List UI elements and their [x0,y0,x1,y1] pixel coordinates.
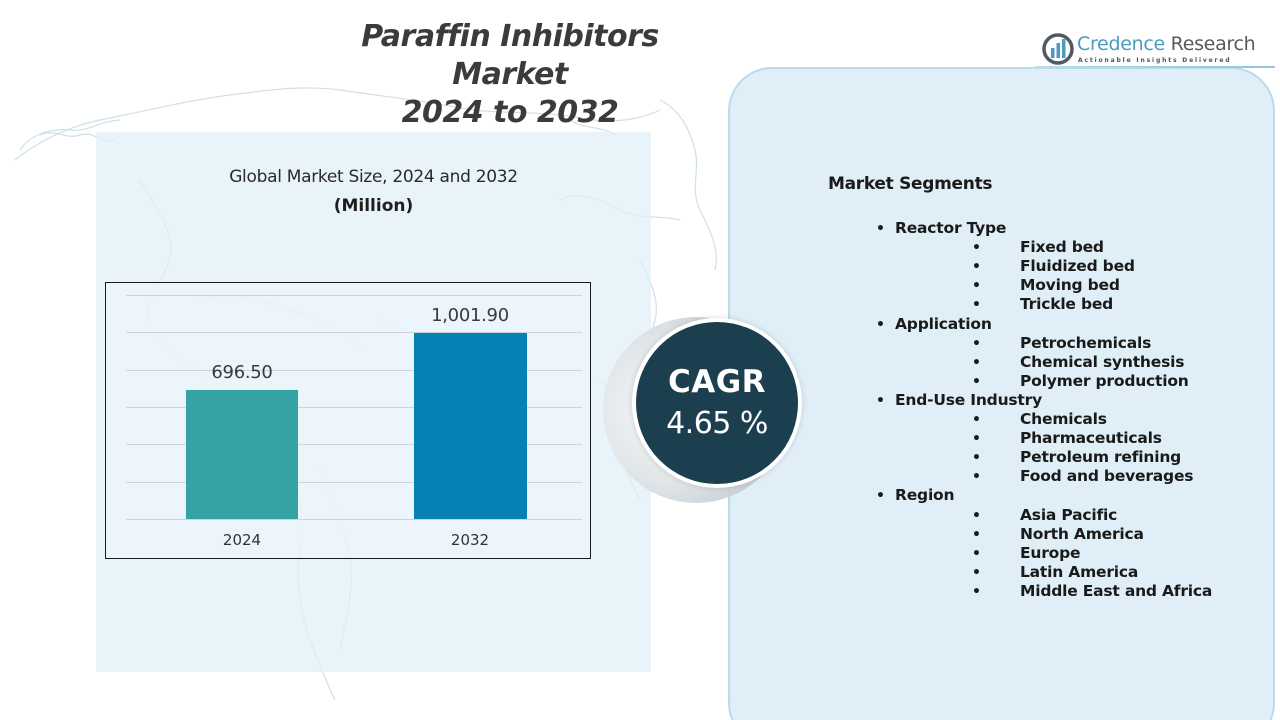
segment-item-label: Pharmaceuticals [1020,429,1162,448]
chart-unit: (Million) [333,196,414,216]
bullet-icon: • [876,316,885,333]
bullet-icon: • [972,507,981,524]
segment-item: • Food and beverages [972,467,1193,485]
segment-item: • Polymer production [972,372,1189,390]
logo-name-part2: Research [1170,33,1256,55]
gridline-baseline [126,519,582,520]
gridline [126,407,582,408]
segment-category: • Application [876,315,992,333]
x-axis-label-2024: 2024 [222,531,262,549]
segment-item: • Petrochemicals [972,334,1151,352]
gridline [126,444,582,445]
bullet-icon: • [972,354,981,371]
bullet-icon: • [972,545,981,562]
bullet-icon: • [972,240,981,257]
title-line-2: 2024 to 2032 [401,95,619,130]
segment-item-label: Moving bed [1020,276,1120,295]
segment-item-label: Latin America [1020,562,1139,581]
logo-name-part1: Credence [1077,33,1165,55]
segment-item-label: Europe [1020,543,1081,562]
bar-2024 [186,390,298,519]
cagr-value: 4.65 % [666,406,768,441]
segment-item-label: Asia Pacific [1020,505,1118,524]
x-axis-label-2032: 2032 [450,531,490,549]
bullet-icon: • [972,583,981,600]
segment-item: • Latin America [972,563,1138,581]
segment-item: • Chemicals [972,410,1107,428]
bullet-icon: • [972,297,981,314]
segment-item-label: Petrochemicals [1020,333,1152,352]
bullet-icon: • [972,278,981,295]
segment-category: • Reactor Type [876,219,1006,237]
segment-item: • Petroleum refining [972,448,1181,466]
segment-item-label: Middle East and Africa [1020,581,1213,600]
bar-chart: 696.50 1,001.90 2024 2032 [105,282,591,559]
segment-item: • Fixed bed [972,238,1104,256]
segment-item: • Middle East and Africa [972,582,1212,600]
segment-category-label: Reactor Type [895,219,1007,237]
segment-category-label: Region [895,486,955,505]
bullet-icon: • [876,392,885,409]
segment-item: • Asia Pacific [972,506,1117,524]
segment-category: • Region [876,486,955,505]
segment-item-label: Petroleum refining [1020,448,1182,467]
segments-title: Market Segments [828,174,993,194]
bullet-icon: • [972,412,981,428]
gridline [126,332,582,333]
segment-item: • Europe [972,543,1081,562]
logo-tagline: Actionable Insights Delivered [1078,57,1232,64]
bullet-icon: • [972,373,981,390]
segment-item: • Fluidized bed [972,257,1135,275]
chart-title: Global Market Size, 2024 and 2032 [229,167,518,187]
segment-item-label: Trickle bed [1020,295,1114,314]
page-title: Paraffin Inhibitors Market 2024 to 2032 [300,18,720,132]
segment-item: • Pharmaceuticals [972,429,1162,447]
bullet-icon: • [876,221,885,237]
cagr-label: CAGR [667,364,767,400]
segment-item-label: Polymer production [1020,371,1189,390]
bullet-icon: • [972,564,981,581]
bullet-icon: • [876,488,885,505]
segment-item-label: Food and beverages [1020,467,1194,486]
bar-2032 [414,333,527,519]
segment-item-label: North America [1020,524,1144,543]
segment-category-label: End-Use Industry [895,390,1042,409]
credence-research-logo: Credence Research Actionable Insights De… [1040,30,1256,70]
segment-item: • North America [972,525,1144,543]
bullet-icon: • [972,469,981,486]
segment-item: • Trickle bed [972,295,1113,313]
segment-item: • Chemical synthesis [972,353,1184,371]
cagr-badge: CAGR 4.65 % [632,318,802,488]
bullet-icon: • [972,335,981,352]
bar-value-label-2032: 1,001.90 [431,305,509,326]
segment-item-label: Chemical synthesis [1020,352,1185,371]
segment-item-label: Fixed bed [1020,238,1104,257]
bar-chart-in-circle-icon [1042,33,1074,65]
bar-value-label-2024: 696.50 [211,362,273,383]
bullet-icon: • [972,431,981,448]
gridline [126,295,582,296]
gridline [126,482,582,483]
segment-item-label: Fluidized bed [1020,257,1135,276]
market-segments: Market Segments • Reactor Type • Fixed bed •… [828,174,1212,600]
segment-category-label: Application [895,314,992,333]
gridline [126,370,582,371]
logo-name: Credence Research [1077,33,1256,55]
segment-item: • Moving bed [972,276,1120,294]
segment-item-label: Chemicals [1020,410,1107,428]
segment-category: • End-Use Industry [876,391,1042,409]
bullet-icon: • [972,450,981,467]
bullet-icon: • [972,526,981,543]
title-line-1: Paraffin Inhibitors Market [361,19,659,92]
logo-underline [1035,66,1275,68]
bullet-icon: • [972,259,981,276]
